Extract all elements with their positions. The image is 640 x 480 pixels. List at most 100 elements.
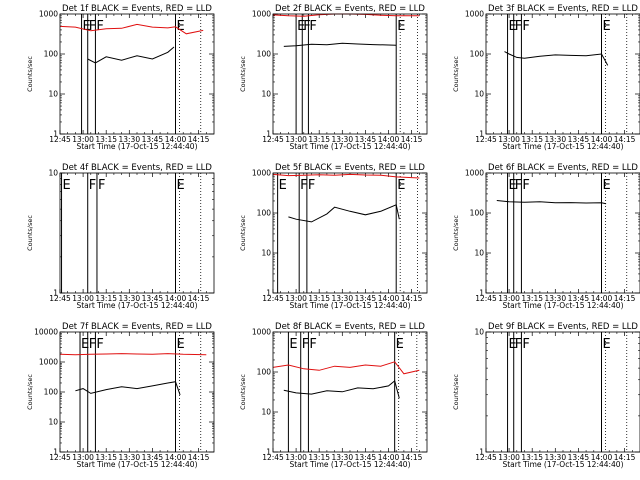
x-tick-label: 13:15 <box>308 453 330 462</box>
plot-frame <box>485 172 640 294</box>
y-axis-label: Counts/sec <box>26 215 34 251</box>
y-axis-label: Counts/sec <box>452 374 460 410</box>
x-tick-label: 13:45 <box>568 135 590 144</box>
lld-series-line <box>59 23 204 35</box>
x-tick-label: 14:00 <box>591 294 613 303</box>
plot-frame <box>272 172 428 294</box>
x-tick-label: 12:45 <box>49 135 71 144</box>
x-tick-label: 14:00 <box>591 453 613 462</box>
panel-title: Det 9f BLACK = Events, RED = LLD <box>488 322 638 332</box>
y-tick-label: 1 <box>53 448 58 457</box>
y-axis-label: Counts/sec <box>239 215 247 251</box>
marker-label: E <box>177 19 185 34</box>
marker-label: F <box>522 178 529 193</box>
y-tick-label: 100 <box>470 209 485 218</box>
panel-title: Det 8f BLACK = Events, RED = LLD <box>275 322 425 332</box>
x-tick-label: 13:15 <box>521 294 543 303</box>
x-axis-label: Start Time (17-Oct-15 12:44:40) <box>76 460 197 469</box>
x-tick-label: 12:45 <box>262 453 284 462</box>
chart-panel-3: Det 3f BLACK = Events, RED = LLD 1 10 100 10… <box>452 4 640 151</box>
events-series-line <box>75 381 181 396</box>
x-tick-label: 14:15 <box>188 294 210 303</box>
chart-panel-2: Det 2f BLACK = Events, RED = LLD 1 10 100 10… <box>239 4 428 151</box>
marker-label: F <box>89 178 96 193</box>
x-tick-label: 13:15 <box>521 135 543 144</box>
y-tick-label: 100 <box>257 50 272 59</box>
marker-label: F <box>89 337 96 352</box>
x-tick-label: 13:00 <box>72 453 94 462</box>
x-tick-label: 13:00 <box>285 135 307 144</box>
chart-panel-1: Det 1f BLACK = Events, RED = LLD 1 10 100 10… <box>26 4 215 151</box>
x-tick-label: 13:00 <box>72 135 94 144</box>
x-tick-label: 13:00 <box>285 453 307 462</box>
x-tick-label: 13:45 <box>355 135 377 144</box>
y-tick-label: 100 <box>44 50 59 59</box>
chart-panel-8: Det 8f BLACK = Events, RED = LLD 1 10 100 10… <box>239 322 428 469</box>
lld-series-line <box>272 361 420 375</box>
x-tick-label: 13:00 <box>498 135 520 144</box>
x-tick-label: 14:15 <box>614 294 636 303</box>
events-series-line <box>283 42 397 47</box>
y-tick-label: 100 <box>470 50 485 59</box>
x-tick-label: 14:15 <box>401 294 423 303</box>
x-axis-label: Start Time (17-Oct-15 12:44:40) <box>76 301 197 310</box>
x-tick-label: 13:30 <box>544 453 566 462</box>
marker-label: F <box>303 19 310 34</box>
marker-label: E <box>509 19 517 34</box>
plot-frame <box>59 13 215 135</box>
marker-label: F <box>300 178 307 193</box>
marker-label: F <box>309 337 316 352</box>
x-tick-label: 13:30 <box>331 294 353 303</box>
events-series-line <box>283 380 400 399</box>
events-series-line <box>288 204 400 223</box>
marker-label: E <box>297 19 305 34</box>
marker-label: E <box>509 337 517 352</box>
y-axis-label: Counts/sec <box>452 215 460 251</box>
marker-label: E <box>279 178 287 193</box>
y-tick-label: 10 <box>261 90 271 99</box>
x-tick-label: 13:30 <box>544 135 566 144</box>
x-tick-label: 14:15 <box>188 135 210 144</box>
y-tick-label: 1 <box>53 130 58 139</box>
y-tick-label: 100 <box>44 388 59 397</box>
x-tick-label: 14:15 <box>401 135 423 144</box>
marker-label: F <box>98 178 105 193</box>
y-tick-label: 10 <box>474 249 484 258</box>
y-tick-label: 1 <box>53 289 58 298</box>
y-tick-label: 1000 <box>252 169 271 178</box>
x-tick-label: 14:15 <box>614 453 636 462</box>
x-tick-label: 14:00 <box>378 294 400 303</box>
x-tick-label: 14:00 <box>378 135 400 144</box>
x-tick-label: 14:00 <box>165 135 187 144</box>
x-tick-label: 13:30 <box>118 135 140 144</box>
x-tick-label: 13:45 <box>142 453 164 462</box>
x-tick-label: 12:45 <box>262 135 284 144</box>
chart-panel-6: Det 6f BLACK = Events, RED = LLD 1 10 100 10… <box>452 163 640 310</box>
marker-label: F <box>302 337 309 352</box>
plot-frame <box>272 13 428 135</box>
x-tick-label: 13:45 <box>568 453 590 462</box>
lld-series-line <box>272 173 420 179</box>
events-series-line <box>87 46 175 64</box>
x-axis-label: Start Time (17-Oct-15 12:44:40) <box>502 460 623 469</box>
marker-label: E <box>603 19 611 34</box>
x-tick-label: 13:15 <box>308 135 330 144</box>
panel-title: Det 4f BLACK = Events, RED = LLD <box>62 163 212 173</box>
x-tick-label: 13:30 <box>331 135 353 144</box>
x-tick-label: 13:00 <box>285 294 307 303</box>
y-tick-label: 1 <box>479 448 484 457</box>
y-axis-label: Counts/sec <box>239 56 247 92</box>
x-tick-label: 13:45 <box>142 294 164 303</box>
marker-label: E <box>396 337 404 352</box>
y-tick-label: 10 <box>48 418 58 427</box>
y-tick-label: 100 <box>257 209 272 218</box>
plot-frame <box>485 13 640 135</box>
x-tick-label: 13:45 <box>355 453 377 462</box>
lld-series-line <box>59 353 207 356</box>
x-tick-label: 13:15 <box>95 294 117 303</box>
marker-label: E <box>289 337 297 352</box>
plot-frame <box>485 331 640 453</box>
y-tick-label: 10 <box>474 90 484 99</box>
x-axis-label: Start Time (17-Oct-15 12:44:40) <box>502 142 623 151</box>
x-tick-label: 12:45 <box>49 453 71 462</box>
